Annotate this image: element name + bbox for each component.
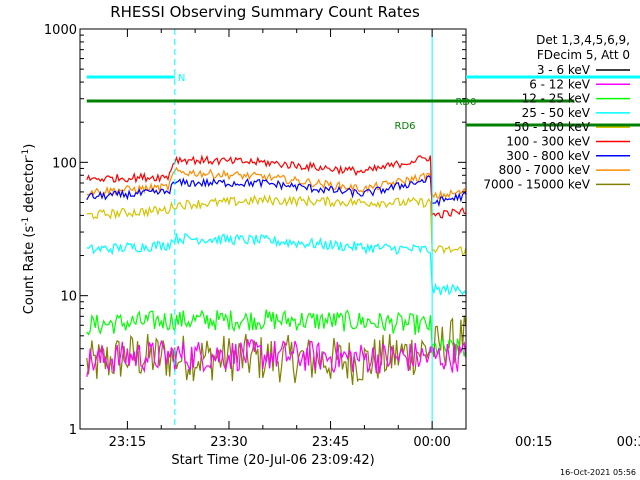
y-axis-label-end: ) bbox=[22, 144, 37, 149]
legend-label: 12 - 25 keV bbox=[522, 92, 591, 106]
plot-area bbox=[86, 29, 467, 429]
legend-header-1: Det 1,3,4,5,6,9, bbox=[536, 33, 630, 47]
legend-header-2: FDecim 5, Att 0 bbox=[537, 48, 630, 62]
series-line bbox=[86, 175, 467, 208]
y-axis-label-sup: -1 bbox=[21, 217, 31, 226]
timestamp: 16-Oct-2021 05:56 bbox=[560, 468, 636, 477]
x-tick-label: 23:15 bbox=[109, 435, 146, 450]
y-tick-label: 1 bbox=[69, 423, 77, 438]
series-line bbox=[86, 194, 467, 255]
y-axis-label: Count Rate (s-1 detector-1) bbox=[21, 144, 37, 315]
flag-label: RD0 bbox=[455, 97, 476, 108]
x-tick-label: 23:45 bbox=[312, 435, 349, 450]
y-tick-label: 100 bbox=[52, 156, 77, 171]
series-line bbox=[86, 232, 467, 296]
legend-label: 100 - 300 keV bbox=[506, 135, 590, 149]
legend-label: 25 - 50 keV bbox=[522, 106, 591, 120]
chart-title: RHESSI Observing Summary Count Rates bbox=[110, 3, 420, 21]
series-line bbox=[86, 166, 467, 201]
series-line bbox=[86, 338, 467, 378]
y-tick-label: 10 bbox=[60, 290, 77, 305]
plot-frame bbox=[79, 28, 467, 430]
x-tick-label: 00:15 bbox=[515, 435, 552, 450]
x-axis-label: Start Time (20-Jul-06 23:09:42) bbox=[171, 453, 374, 468]
y-axis-label-part: Count Rate (s bbox=[22, 226, 37, 315]
y-axis-label-mid: detector bbox=[22, 157, 37, 217]
y-axis-label-sup-2: -1 bbox=[21, 149, 31, 158]
flag-label: RD6 bbox=[395, 121, 416, 132]
legend-label: 7000 - 15000 keV bbox=[483, 177, 590, 191]
y-axis: 1 10 100 1000 bbox=[44, 23, 466, 438]
y-tick-label: 1000 bbox=[44, 23, 77, 38]
x-tick-label: 00:00 bbox=[413, 435, 450, 450]
series-line bbox=[86, 154, 467, 219]
series-line bbox=[86, 309, 467, 357]
x-tick-label: 23:30 bbox=[210, 435, 247, 450]
legend: Det 1,3,4,5,6,9, FDecim 5, Att 0 3 - 6 k… bbox=[483, 33, 630, 191]
legend-label: 6 - 12 keV bbox=[529, 77, 591, 91]
instrument-flags: N RD0 RD6 bbox=[86, 73, 640, 132]
legend-label: 50 - 100 keV bbox=[514, 120, 591, 134]
flag-label: N bbox=[178, 73, 185, 84]
legend-label: 300 - 800 keV bbox=[506, 149, 590, 163]
legend-label: 800 - 7000 keV bbox=[499, 163, 591, 177]
legend-label: 3 - 6 keV bbox=[537, 63, 591, 77]
x-tick-label: 00:30 bbox=[617, 435, 640, 450]
